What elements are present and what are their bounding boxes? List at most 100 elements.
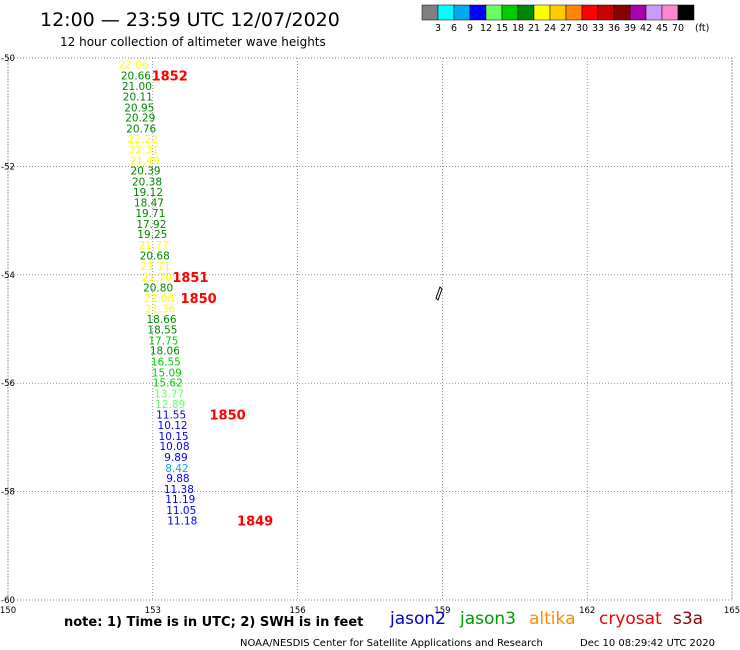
legend-swatch [453,4,471,21]
legend-swatch [469,4,487,21]
wave-height-value: 15.62 [153,378,183,390]
wave-height-value: 20.76 [126,123,156,135]
wave-height-value: 20.66 [121,70,151,82]
wave-height-value: 20.80 [143,282,173,294]
satellite-name-altika: altika [529,609,576,629]
x-tick-label: 156 [289,606,305,616]
legend-label: 39 [624,23,636,34]
wave-height-value: 20.95 [124,102,154,114]
wave-height-value: 20.11 [123,91,153,103]
x-tick-label: 162 [579,606,595,616]
legend-label: 6 [451,23,457,34]
time-label: 1852 [152,69,188,84]
wave-height-value: 21.70 [142,272,172,284]
x-tick-label: 153 [145,606,161,616]
legend-label: 27 [560,23,572,34]
y-tick-label: -58 [1,488,15,498]
legend-label: 3 [435,23,441,34]
legend-label: 42 [640,23,652,34]
wave-height-value: 19.12 [133,187,163,199]
legend-label: 18 [512,23,524,34]
legend-label: 12 [480,23,492,34]
wave-height-value: 21.36 [145,303,175,315]
legend-label: 45 [656,23,668,34]
legend-label: 36 [608,23,620,34]
wave-height-value: 22.08 [144,293,174,305]
satellite-name-cryosat: cryosat [599,609,662,629]
y-tick-label: -56 [1,379,15,389]
time-label: 1850 [181,292,217,307]
wave-height-value: 17.75 [148,335,178,347]
time-label: 1850 [210,409,246,424]
plot-frame [7,57,733,601]
coastline-speck [435,286,443,301]
generated-timestamp: Dec 10 08:29:42 UTC 2020 [580,638,715,649]
color-legend: 3 6 9 12 15 18 21 24 27 30 33 36 39 42 45 70 (ft) [421,4,709,34]
x-tick-label: 159 [434,606,450,616]
legend-swatch [581,4,599,21]
x-tick-label: 150 [0,606,16,616]
wave-height-value: 21.71 [141,261,171,273]
legend-swatch [501,4,519,21]
wave-height-value: 18.06 [150,346,180,358]
legend-swatch [565,4,583,21]
wave-height-value: 11.19 [165,494,195,506]
wave-height-value: 15.09 [152,367,182,379]
satellite-name-s3a: s3a [673,609,703,629]
wave-height-value: 18.55 [147,325,177,337]
legend-swatch [421,4,439,21]
chart-subtitle: 12 hour collection of altimeter wave hei… [60,35,326,49]
legend-unit: (ft) [695,23,709,34]
legend-swatch [677,4,695,21]
wave-height-value: 22.06 [118,60,148,72]
legend-label: 30 [576,23,588,34]
wave-height-value: 20.68 [140,250,170,262]
wave-height-value: 18.47 [134,198,164,210]
time-label: 1849 [237,514,273,529]
plot-area: 150 153 156 159 162 165 -50 -52 -54 -56 -58 -60 22.0… [0,54,740,616]
satellite-name-jason2: jason2 [389,609,446,629]
wave-height-value: 18.66 [146,314,176,326]
legend-swatch [597,4,615,21]
wave-height-value: 22.31 [129,145,159,157]
wave-height-value: 8.42 [165,463,188,475]
wave-height-value: 19.71 [135,208,165,220]
wave-height-value: 9.89 [164,452,187,464]
wave-height-value: 11.38 [164,484,194,496]
wave-height-value: 16.55 [151,357,181,369]
wave-height-value: 21.77 [139,240,169,252]
credit-line: NOAA/NESDIS Center for Satellite Applica… [240,638,543,649]
legend-swatch [437,4,455,21]
wave-height-value: 11.18 [167,515,197,527]
footnote: note: 1) Time is in UTC; 2) SWH is in fe… [64,615,363,630]
legend-label: 21 [528,23,540,34]
satellite-legend: jason2 jason3 altika cryosat s3a [389,609,703,629]
wave-height-value: 12.89 [155,399,185,411]
legend-swatch [629,4,647,21]
wave-height-value: 19.25 [137,229,167,241]
legend-label: 70 [672,23,684,34]
satellite-name-jason3: jason3 [459,609,516,629]
wave-height-value: 9.88 [166,473,189,485]
wave-height-value: 17.92 [136,219,166,231]
wave-height-value: 21.49 [130,155,160,167]
legend-label: 15 [496,23,508,34]
chart-title: 12:00 — 23:59 UTC 12/07/2020 [40,9,340,31]
legend-swatch [661,4,679,21]
wave-height-value: 10.08 [159,441,189,453]
wave-height-value: 10.15 [159,431,189,443]
legend-swatch [517,4,535,21]
y-tick-label: -60 [1,596,15,606]
legend-swatch [549,4,567,21]
legend-swatch [645,4,663,21]
time-label: 1851 [172,271,208,286]
wave-height-value: 10.12 [158,420,188,432]
legend-swatch [613,4,631,21]
wave-height-value: 11.55 [156,410,186,422]
y-tick-label: -50 [1,54,15,64]
wave-height-value: 13.77 [154,388,184,400]
wave-height-value: 11.05 [166,505,196,517]
legend-label: 24 [544,23,556,34]
x-tick-label: 165 [724,606,740,616]
